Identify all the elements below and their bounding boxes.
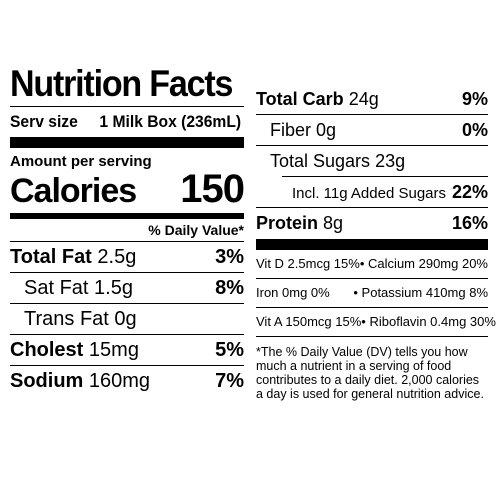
vitamin-right: Calcium 290mg 20% bbox=[368, 256, 488, 271]
nutrient-name: Sodium bbox=[10, 370, 84, 392]
medium-divider bbox=[10, 213, 244, 219]
divider bbox=[256, 114, 488, 115]
divider bbox=[10, 272, 244, 273]
divider bbox=[10, 241, 244, 242]
vitamin-left: Vit A 150mcg 15% bbox=[256, 314, 362, 329]
nutrient-dv: 22% bbox=[451, 182, 488, 202]
nutrient-amount: 8g bbox=[323, 213, 344, 233]
nutrient-dv: 8% bbox=[215, 277, 244, 299]
divider bbox=[10, 334, 244, 335]
divider bbox=[256, 336, 488, 337]
nutrient-dv: 0% bbox=[461, 120, 488, 140]
vitamin-row: Vit D 2.5mcg 15% • Calcium 290mg 20% bbox=[256, 250, 488, 278]
thick-divider bbox=[10, 137, 244, 148]
nutrient-name: Total Sugars bbox=[270, 151, 371, 171]
calories-value: 150 bbox=[180, 167, 245, 211]
divider bbox=[282, 176, 488, 177]
vitamin-left: Iron 0mg 0% bbox=[256, 285, 330, 300]
nutrient-name: Trans Fat bbox=[24, 308, 109, 330]
vitamin-right: Riboflavin 0.4mg 30% bbox=[369, 314, 496, 329]
divider bbox=[10, 106, 244, 107]
nutrient-row-sodium: Sodium 160mg 7% bbox=[10, 366, 244, 396]
bullet-icon: • bbox=[353, 285, 358, 300]
nutrient-amount: 0g bbox=[114, 308, 137, 330]
daily-value-header: % Daily Value* bbox=[148, 222, 244, 238]
vitamin-right: Potassium 410mg 8% bbox=[361, 285, 488, 300]
calories-label: Calories bbox=[10, 172, 137, 210]
nutrition-left-panel: Nutrition Facts Serv size 1 Milk Box (23… bbox=[10, 63, 245, 396]
serving-size-row: Serv size 1 Milk Box (236mL) bbox=[10, 107, 245, 137]
nutrient-amount: 1.5g bbox=[94, 277, 133, 299]
amount-per-serving: Amount per serving bbox=[10, 153, 152, 170]
nutrient-row-sat-fat: Sat Fat 1.5g 8% bbox=[10, 273, 244, 303]
thick-divider bbox=[256, 239, 488, 250]
nutrient-row-trans-fat: Trans Fat 0g bbox=[10, 304, 244, 334]
nutrient-name: Fiber bbox=[270, 120, 312, 140]
nutrient-row-cholesterol: Cholest 15mg 5% bbox=[10, 335, 244, 365]
nutrient-row-total-fat: Total Fat 2.5g 3% bbox=[10, 242, 244, 272]
nutrient-amount: 160mg bbox=[88, 370, 151, 392]
nutrient-name: Total Fat bbox=[10, 246, 92, 268]
nutrient-dv: 7% bbox=[215, 370, 244, 392]
vitamin-left: Vit D 2.5mcg 15% bbox=[256, 256, 360, 271]
nutrient-amount: 2.5g bbox=[97, 246, 137, 268]
serving-size-label: Serv size bbox=[10, 112, 78, 131]
vitamin-row: Vit A 150mcg 15% • Riboflavin 0.4mg 30% bbox=[256, 308, 496, 336]
vitamin-row: Iron 0mg 0% • Potassium 410mg 8% bbox=[256, 279, 488, 307]
divider bbox=[256, 307, 488, 308]
nutrient-name: Incl. 11g Added Sugars bbox=[292, 185, 446, 202]
nutrient-amount: 24g bbox=[348, 89, 379, 109]
nutrient-row-total-sugars: Total Sugars 23g bbox=[256, 146, 488, 176]
nutrient-row-fiber: Fiber 0g 0% bbox=[256, 115, 488, 145]
nutrient-row-total-carb: Total Carb 24g 9% bbox=[256, 84, 488, 114]
bullet-icon: • bbox=[359, 256, 365, 271]
footnote: *The % Daily Value (DV) tells you how mu… bbox=[256, 345, 484, 401]
divider bbox=[256, 207, 488, 208]
calories-row: Calories 150 bbox=[10, 167, 245, 211]
nutrient-name: Cholest bbox=[10, 339, 84, 361]
nutrient-name: Total Carb bbox=[256, 89, 344, 109]
nutrient-dv: 16% bbox=[451, 213, 488, 233]
serving-size-value: 1 Milk Box (236mL) bbox=[99, 112, 242, 131]
nutrient-name: Protein bbox=[256, 213, 319, 233]
divider bbox=[256, 278, 488, 279]
nutrient-row-added-sugars: Incl. 11g Added Sugars 22% bbox=[256, 177, 488, 207]
nutrient-name: Sat Fat bbox=[24, 277, 89, 299]
nutrient-dv: 3% bbox=[215, 246, 244, 268]
divider bbox=[256, 145, 488, 146]
divider bbox=[10, 303, 244, 304]
nutrition-right-panel: Total Carb 24g 9% Fiber 0g 0% Total Suga… bbox=[256, 84, 496, 401]
bullet-icon: • bbox=[361, 314, 366, 329]
nutrient-dv: 5% bbox=[215, 339, 244, 361]
nutrient-dv: 9% bbox=[461, 89, 488, 109]
nutrient-row-protein: Protein 8g 16% bbox=[256, 208, 488, 238]
divider bbox=[10, 365, 244, 366]
nutrition-facts-title: Nutrition Facts bbox=[10, 63, 233, 104]
nutrient-amount: 0g bbox=[316, 120, 337, 140]
nutrient-amount: 15mg bbox=[88, 339, 139, 361]
nutrient-amount: 23g bbox=[375, 151, 406, 171]
